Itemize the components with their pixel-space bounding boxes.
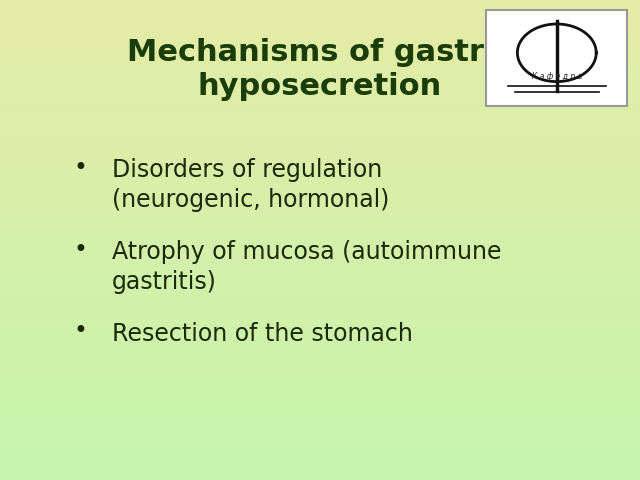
FancyBboxPatch shape xyxy=(486,10,627,106)
Text: •: • xyxy=(73,156,87,180)
Text: Disorders of regulation
(neurogenic, hormonal): Disorders of regulation (neurogenic, hor… xyxy=(112,158,389,212)
Text: Mechanisms of gastric
hyposecretion: Mechanisms of gastric hyposecretion xyxy=(127,38,513,101)
Text: Atrophy of mucosa (autoimmune
gastritis): Atrophy of mucosa (autoimmune gastritis) xyxy=(112,240,502,294)
Text: •: • xyxy=(73,319,87,343)
Text: Resection of the stomach: Resection of the stomach xyxy=(112,322,413,346)
Text: •: • xyxy=(73,238,87,262)
Text: К а ф е д р а: К а ф е д р а xyxy=(532,72,582,81)
